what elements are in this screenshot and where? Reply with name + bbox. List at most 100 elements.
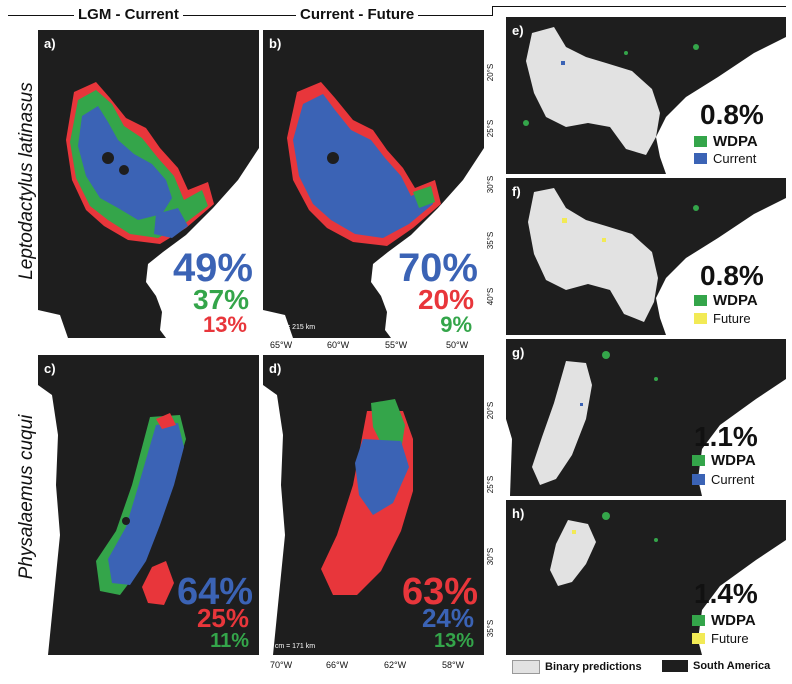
lon-label: 70°W (270, 660, 293, 670)
legend-south-america-label: South America (693, 660, 771, 672)
percent-green: 11% (210, 630, 249, 652)
map-f-svg (528, 188, 786, 335)
protected-percent: 1.4% (694, 578, 758, 609)
future-patch (602, 238, 606, 242)
map-b-svg (263, 82, 484, 338)
percent-blue: 49% (172, 246, 253, 290)
current-patch (580, 403, 583, 406)
sea-east (656, 198, 786, 335)
legend-current-label: Current (711, 472, 755, 487)
legend-wdpa: WDPA (694, 292, 758, 309)
map-panel-g: g) 1.1% WDPA Current (506, 339, 786, 496)
legend-future-label: Future (713, 311, 751, 326)
map-panel-h: h) 1.4% WDPA Future (506, 500, 786, 655)
legend-wdpa: WDPA (694, 133, 758, 150)
sea-west (38, 385, 60, 655)
binary-prediction (526, 27, 660, 155)
range-blue (355, 439, 409, 515)
percent-blue: 70% (397, 246, 478, 290)
lon-label: 55°W (385, 340, 408, 350)
percent-red: 20% (417, 284, 474, 315)
range-green-east (413, 186, 435, 208)
panel-label-e: e) (512, 23, 524, 38)
sea-east (656, 37, 786, 174)
current-swatch (692, 474, 705, 485)
lon-label: 62°W (384, 660, 407, 670)
map-d-svg (263, 385, 413, 655)
legend-future: Future (692, 631, 749, 646)
lat-label: 20°S (486, 401, 496, 420)
dark-lake (102, 152, 114, 164)
sea-west (38, 310, 68, 338)
sea-east (698, 540, 786, 655)
range-blue (293, 94, 433, 238)
future-patch (562, 218, 567, 223)
lon-label: 50°W (446, 340, 469, 350)
header-rule-drop (492, 6, 493, 16)
future-swatch (694, 313, 707, 324)
wdpa-patch (602, 351, 610, 359)
percent-blue: 24% (421, 603, 474, 633)
panel-label-h: h) (512, 506, 525, 521)
species-label-bottom: Physalaemus cuqui (16, 414, 37, 580)
header-rule-right (492, 6, 786, 7)
legend-wdpa-label: WDPA (713, 133, 758, 150)
legend-wdpa-label: WDPA (711, 612, 756, 629)
dark-lake (327, 152, 339, 164)
lat-label: 35°S (486, 619, 496, 638)
column-title-current-future: Current - Future (296, 6, 419, 23)
lat-label: 20°S (486, 63, 496, 82)
dark-spot (122, 517, 130, 525)
wdpa-patch (693, 205, 699, 211)
panel-label-b: b) (269, 36, 282, 51)
lon-label: 65°W (270, 340, 293, 350)
dark-lake (119, 165, 129, 175)
lat-label: 40°S (486, 287, 496, 306)
percent-green: 13% (433, 630, 474, 652)
lat-label: 25°S (486, 475, 496, 494)
wdpa-swatch (694, 295, 707, 306)
column-title-lgm-current: LGM - Current (74, 6, 183, 23)
scale-bar-label: 1 cm = 215 km (269, 324, 316, 331)
percent-red: 25% (196, 603, 249, 633)
panel-label-a: a) (44, 36, 56, 51)
percent-blue: 64% (176, 571, 253, 613)
species-label-top: Leptodactylus latinasus (16, 82, 37, 280)
legend-wdpa: WDPA (692, 452, 756, 469)
map-panel-e: e) 0.8% WDPA Current (506, 17, 786, 174)
map-h-svg (550, 512, 786, 655)
wdpa-patch (523, 120, 529, 126)
percent-red: 63% (401, 571, 478, 613)
panel-label-c: c) (44, 361, 56, 376)
binary-prediction (528, 188, 658, 322)
binary-prediction (532, 361, 592, 485)
sea-shape (146, 148, 259, 338)
map-a-svg (38, 82, 259, 338)
percent-red: 13% (202, 312, 247, 337)
legend-wdpa-label: WDPA (711, 452, 756, 469)
range-red-top (156, 413, 176, 429)
lon-label: 60°W (327, 340, 350, 350)
map-panel-b: b) 70% 20% 9% 1 cm = 215 km (263, 30, 484, 338)
legend-wdpa-label: WDPA (713, 292, 758, 309)
map-g-svg (506, 351, 786, 496)
map-panel-c: c) 64% 25% 11% (38, 355, 259, 655)
lat-label: 30°S (486, 175, 496, 194)
sea-west (263, 385, 285, 655)
header-rule (8, 15, 492, 16)
map-e-svg (523, 27, 786, 174)
current-patch (561, 61, 565, 65)
future-patch (572, 530, 576, 534)
legend-current: Current (694, 151, 756, 166)
legend-binary-label: Binary predictions (545, 661, 642, 673)
percent-green: 37% (192, 284, 249, 315)
map-panel-f: f) 0.8% WDPA Future (506, 178, 786, 335)
range-blue-east (154, 208, 188, 238)
percent-green: 9% (440, 312, 472, 337)
panel-label-g: g) (512, 345, 525, 360)
range-red-tip (142, 561, 174, 605)
protected-percent: 0.8% (700, 260, 764, 291)
wdpa-swatch (694, 136, 707, 147)
range-blue (108, 423, 184, 585)
legend-future: Future (694, 311, 751, 326)
